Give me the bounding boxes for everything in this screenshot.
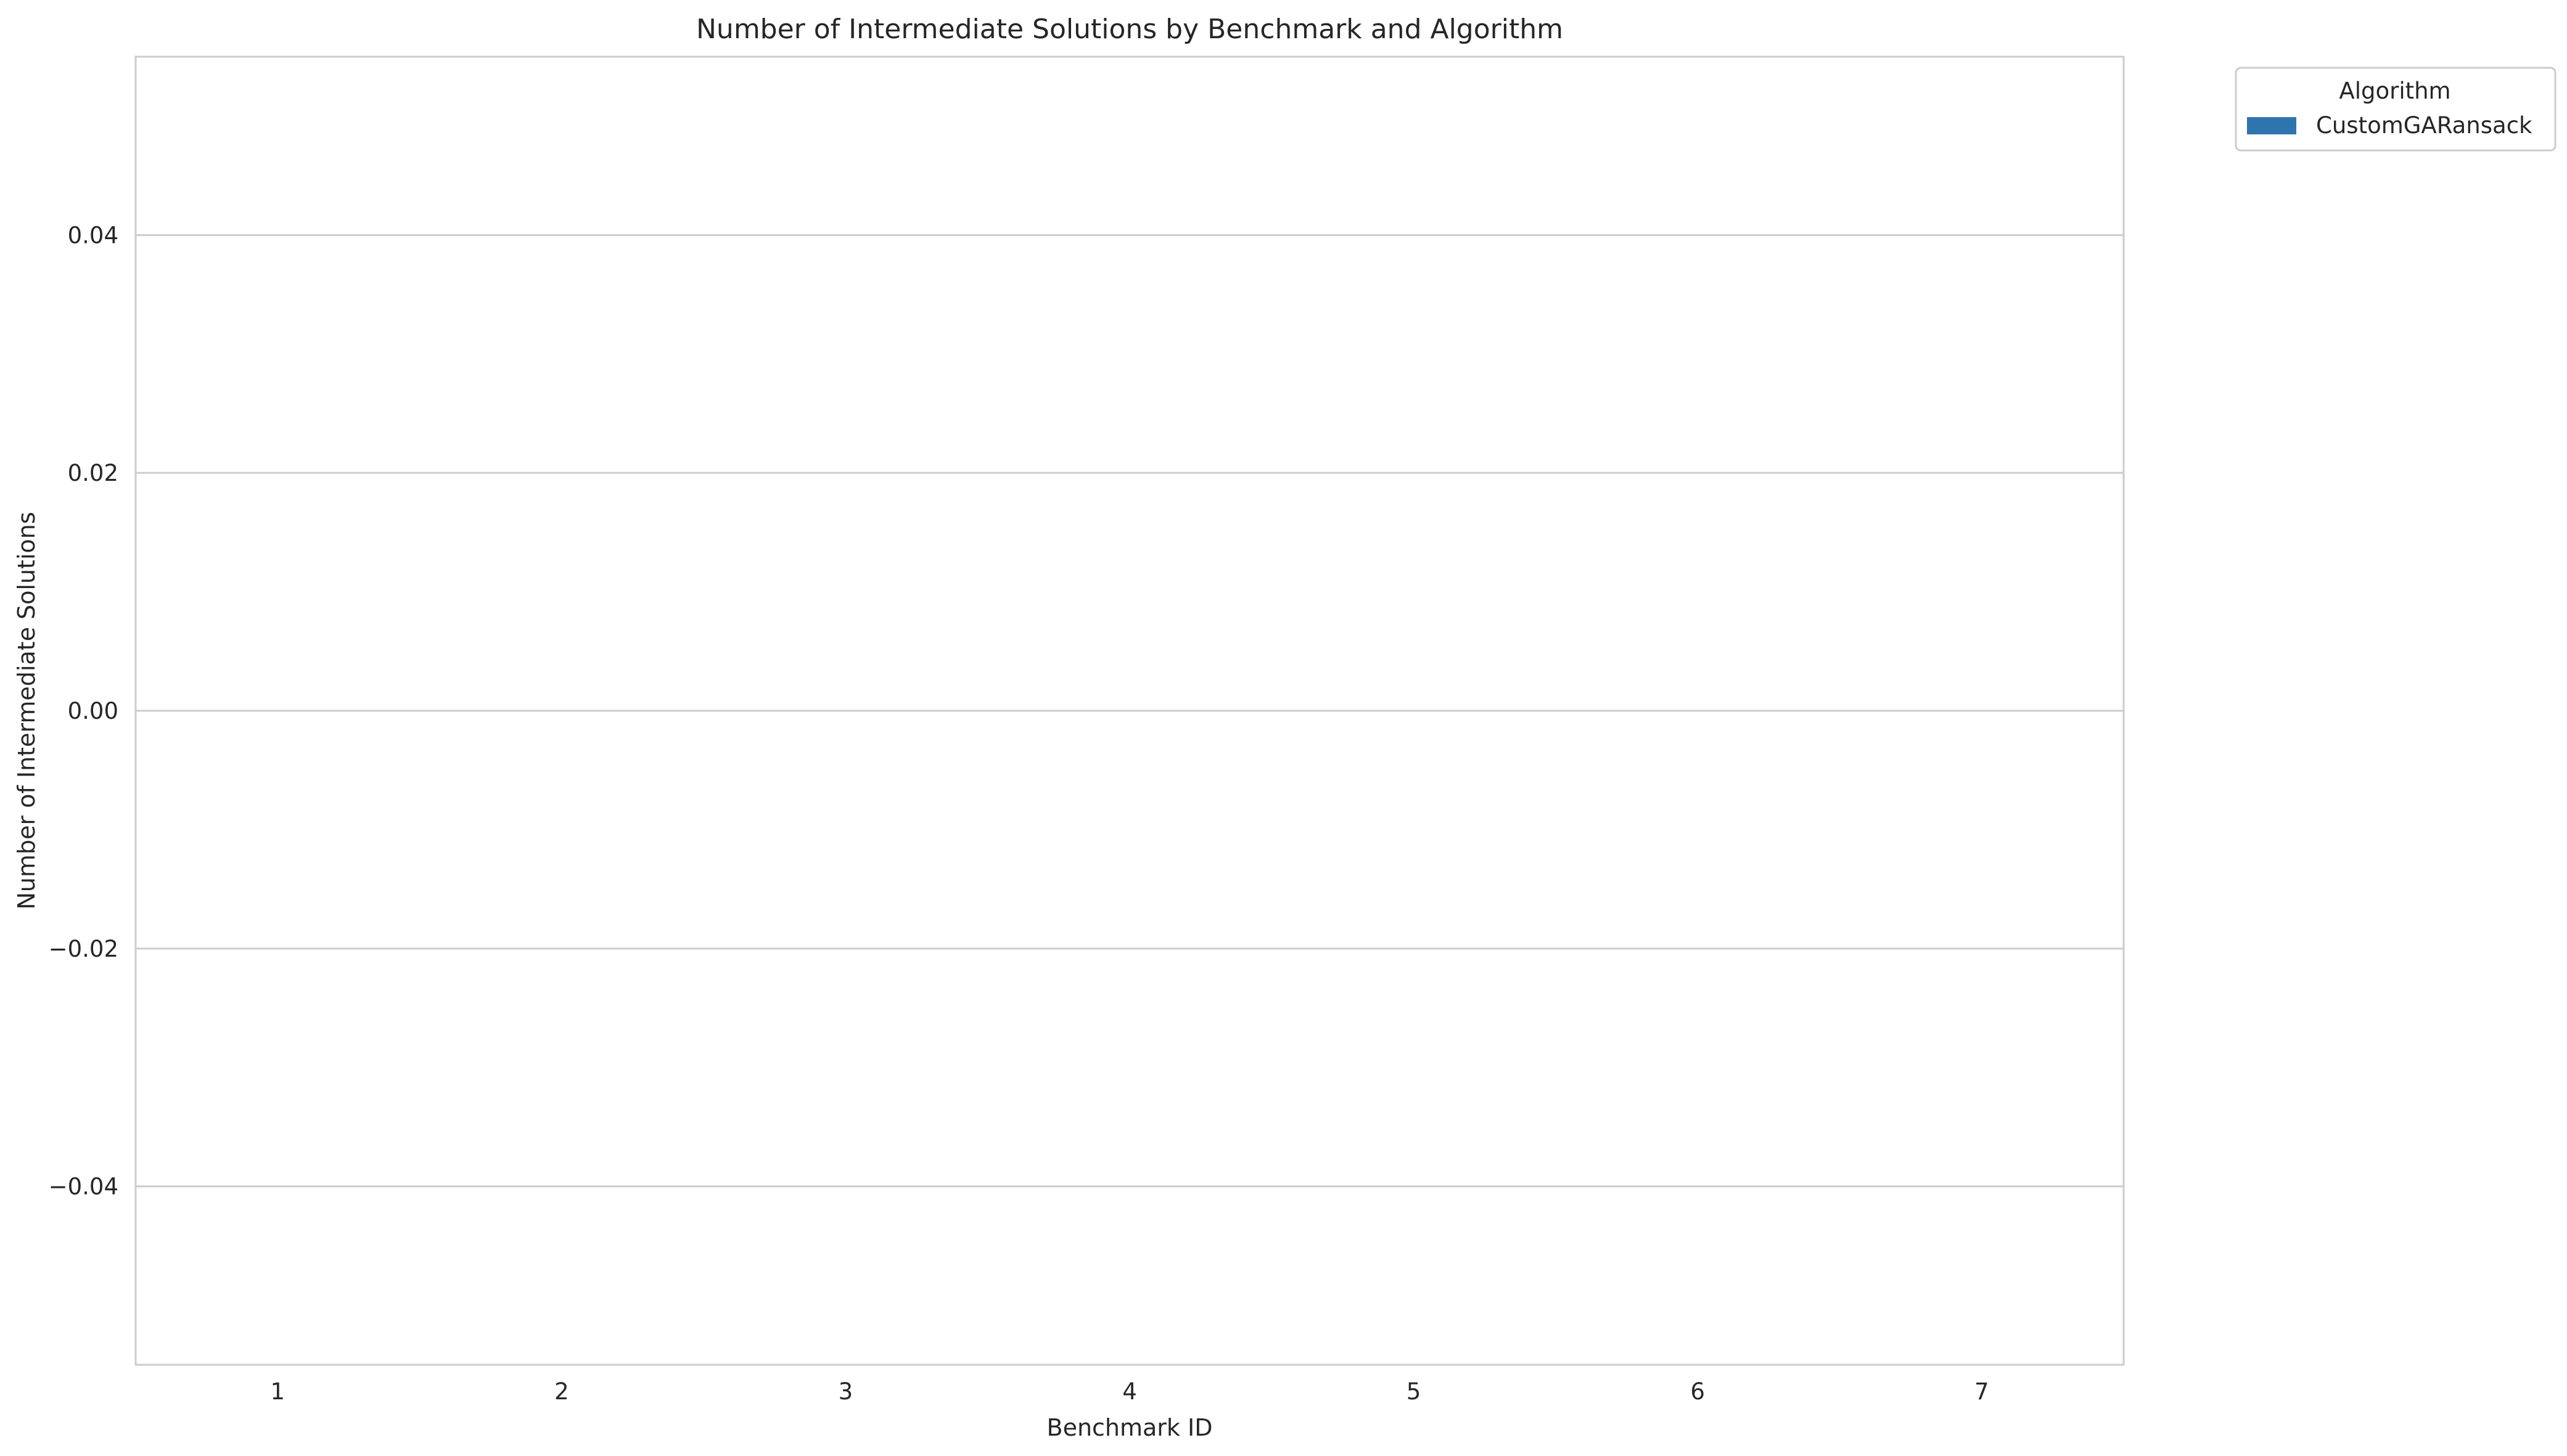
plot-frame (134, 55, 2125, 1366)
x-tick-label: 1 (271, 1378, 285, 1405)
y-tick-label: 0.00 (68, 698, 118, 724)
y-tick-label: 0.04 (68, 222, 118, 248)
grid-layer (136, 234, 2124, 1188)
y-tick-label: 0.02 (68, 460, 118, 486)
x-tick-label: 7 (1974, 1378, 1989, 1405)
legend-title: Algorithm (2339, 78, 2450, 104)
y-axis-ticks: −0.04 −0.02 0.00 0.02 0.04 (49, 222, 118, 1200)
x-tick-label: 5 (1407, 1378, 1421, 1405)
y-axis-label: Number of Intermediate Solutions (13, 512, 40, 909)
legend-entry-label: CustomGARansack (2316, 112, 2532, 139)
y-tick-label: −0.04 (49, 1174, 118, 1200)
legend-swatch (2247, 117, 2296, 134)
x-tick-label: 2 (554, 1378, 569, 1405)
x-axis-label: Benchmark ID (1047, 1414, 1213, 1441)
x-tick-label: 3 (839, 1378, 853, 1405)
x-axis-ticks: 1 2 3 4 5 6 7 (271, 1378, 1989, 1405)
y-tick-label: −0.02 (49, 936, 118, 962)
legend-box (2235, 67, 2557, 152)
x-tick-label: 6 (1690, 1378, 1705, 1405)
x-tick-label: 4 (1122, 1378, 1137, 1405)
chart-title: Number of Intermediate Solutions by Benc… (696, 14, 1563, 45)
legend: Algorithm CustomGARansack (2235, 67, 2557, 152)
